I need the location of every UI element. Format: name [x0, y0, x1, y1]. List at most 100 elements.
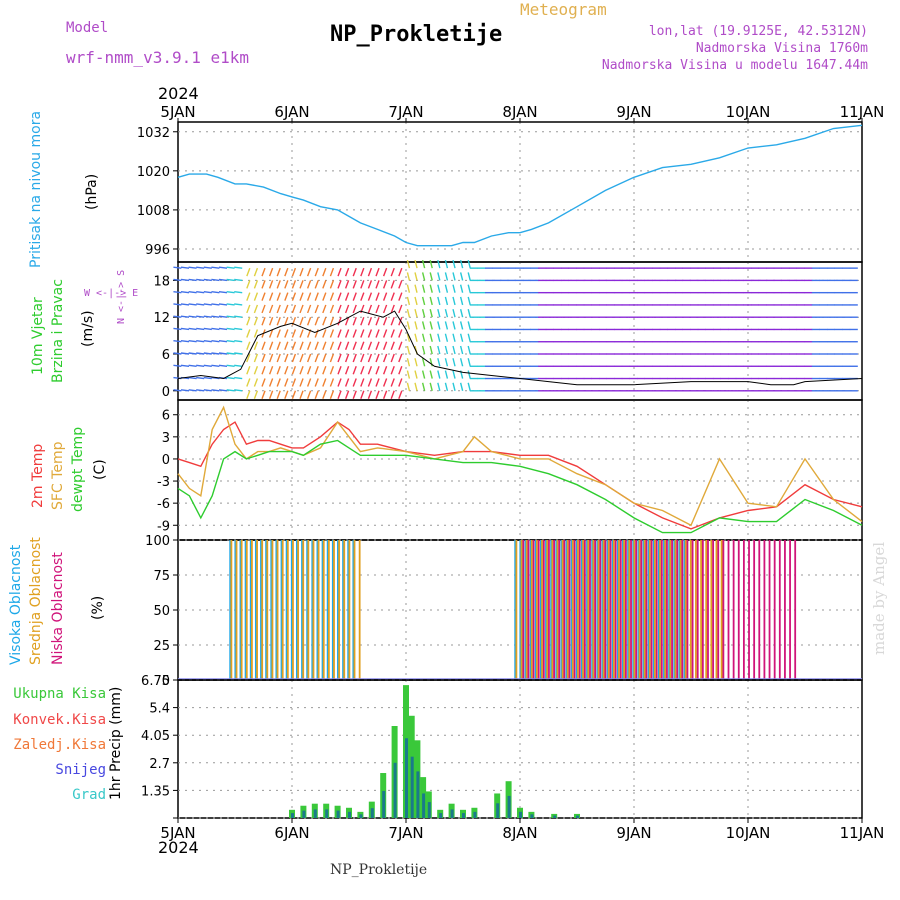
wind-barb: [352, 292, 357, 301]
wind-barb: [246, 378, 251, 387]
wind-barb: [344, 304, 350, 314]
wind-barb: [314, 280, 319, 289]
wind-barb: [421, 382, 426, 391]
wind-barb: [261, 292, 266, 301]
wind-barb: [196, 315, 205, 318]
wind-barb: [188, 315, 197, 318]
wind-barb: [429, 272, 433, 281]
low-cloud-bar: [758, 540, 761, 680]
wind-barb: [234, 364, 243, 367]
high-cloud-bar: [642, 540, 645, 680]
wind-barb: [246, 341, 251, 350]
wind-barb: [360, 316, 365, 326]
wind-barb: [429, 259, 433, 269]
x-date-label-top: 9JAN: [616, 103, 651, 121]
wind-barb: [406, 333, 411, 342]
wind-barb: [211, 303, 220, 306]
low-cloud-bar: [737, 540, 740, 680]
wind-barb: [459, 296, 464, 306]
x-date-label-top: 6JAN: [274, 103, 309, 121]
mid-cloud-bar: [643, 540, 646, 680]
wind-barb: [398, 390, 403, 400]
high-cloud-bar: [611, 540, 614, 680]
high-cloud-bar: [657, 540, 660, 680]
wind-barb: [234, 290, 243, 294]
y-tick-label: 2.7: [149, 757, 170, 772]
wind-barb: [329, 378, 335, 387]
wind-barb: [329, 341, 335, 350]
mid-cloud-bar: [245, 540, 248, 680]
wind-barb: [234, 327, 243, 331]
wind-barb: [406, 309, 411, 318]
wind-barb: [352, 353, 357, 363]
wind-barb: [180, 364, 190, 367]
wind-barb: [314, 267, 319, 277]
wind-barb: [234, 303, 243, 306]
low-cloud-bar: [732, 540, 735, 680]
mid-cloud-bar: [700, 540, 702, 680]
low-cloud-bar: [671, 540, 673, 680]
y-tick-label: 25: [153, 639, 170, 654]
mid-cloud-bar: [525, 540, 528, 680]
wind-barb: [406, 296, 411, 306]
low-cloud-bar: [794, 540, 797, 680]
wind-barb: [188, 303, 197, 306]
mid-cloud-bar: [715, 540, 718, 680]
wind-barb: [291, 292, 297, 301]
mid-cloud-bar: [618, 540, 620, 680]
wind-barb: [180, 266, 190, 269]
snow-precip-bar: [325, 809, 329, 818]
x-date-label-bottom: 7JAN: [388, 824, 423, 842]
wind-barb: [452, 309, 456, 318]
wind-barb: [390, 341, 395, 350]
low-cloud-bar: [542, 540, 545, 680]
low-cloud-bar: [712, 540, 715, 680]
wind-barb: [429, 333, 433, 342]
x-date-label-top: 8JAN: [502, 103, 537, 121]
wind-barb: [437, 321, 441, 330]
wind-barb: [261, 304, 266, 314]
wind-barb: [390, 304, 395, 314]
wind-barb: [314, 341, 319, 350]
high-cloud-bar: [632, 540, 635, 680]
wind-barb: [299, 304, 304, 314]
wind-barb: [203, 315, 212, 318]
wind-barb: [390, 280, 395, 289]
wind-barb: [203, 376, 212, 380]
wind-barb: [367, 292, 373, 301]
wind-barb: [284, 267, 289, 277]
mid-cloud-bar: [256, 540, 258, 680]
mid-cloud-bar: [530, 540, 533, 680]
wind-barb: [329, 366, 335, 375]
wind-barb: [406, 345, 411, 355]
wind-barb: [322, 316, 327, 326]
wind-barb: [437, 284, 441, 293]
wind-barb: [196, 376, 205, 380]
wind-barb: [268, 378, 274, 387]
high-cloud-bar: [347, 540, 350, 680]
wind-barb: [390, 390, 395, 400]
wind-barb: [226, 364, 235, 367]
wind-barb: [173, 352, 182, 355]
wind-barb: [291, 366, 297, 375]
wind-barb: [467, 370, 471, 379]
wind-barb: [246, 292, 251, 301]
year-label-bottom: 2024: [158, 838, 199, 857]
wind-barb: [261, 341, 266, 350]
wind-barb: [360, 353, 365, 363]
snow-precip-bar: [291, 813, 294, 818]
high-cloud-bar: [596, 540, 599, 680]
wind-barb: [360, 329, 365, 338]
wind-barb: [375, 378, 380, 387]
wind-barb: [398, 267, 403, 277]
snow-precip-bar: [348, 811, 351, 818]
low-cloud-bar: [691, 540, 694, 680]
wind-barb: [452, 382, 456, 391]
wind-barb: [467, 345, 471, 355]
x-date-label-top: 5JAN: [160, 103, 195, 121]
wind-barb: [337, 341, 342, 350]
x-date-label-bottom: 11JAN: [840, 824, 885, 842]
wind-barb: [253, 378, 259, 387]
wind-barb: [299, 292, 304, 301]
